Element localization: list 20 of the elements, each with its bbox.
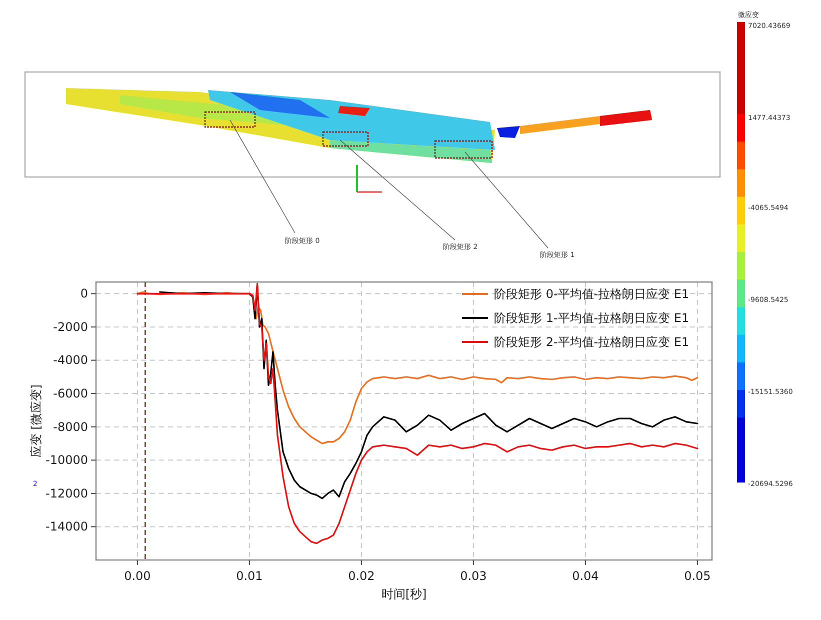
y-tick-label: -8000 — [53, 420, 88, 434]
x-tick-label: 0.04 — [572, 569, 599, 583]
x-tick-label: 0.01 — [236, 569, 263, 583]
y-tick-label: -12000 — [45, 486, 88, 500]
x-tick-label: 0.03 — [460, 569, 487, 583]
x-tick-label: 0.02 — [348, 569, 375, 583]
y-tick-label: -14000 — [45, 520, 88, 534]
legend-label: 阶段矩形 1-平均值-拉格朗日应变 E1 — [494, 311, 690, 325]
x-axis-title: 时间[秒] — [381, 587, 427, 601]
x-tick-label: 0.05 — [684, 569, 711, 583]
y-tick-label: -4000 — [53, 353, 88, 368]
legend-label: 阶段矩形 0-平均值-拉格朗日应变 E1 — [494, 287, 690, 301]
y-tick-label: -6000 — [53, 386, 88, 401]
x-tick-label: 0.00 — [124, 569, 151, 583]
y-axis-title: 应变 [微应变] — [29, 384, 43, 458]
legend-label: 阶段矩形 2-平均值-拉格朗日应变 E1 — [494, 335, 690, 349]
y-tick-label: -10000 — [45, 453, 88, 468]
line-series — [136, 282, 698, 544]
y-tick-label: -2000 — [53, 320, 88, 334]
y-tick-label: 0 — [80, 286, 88, 301]
